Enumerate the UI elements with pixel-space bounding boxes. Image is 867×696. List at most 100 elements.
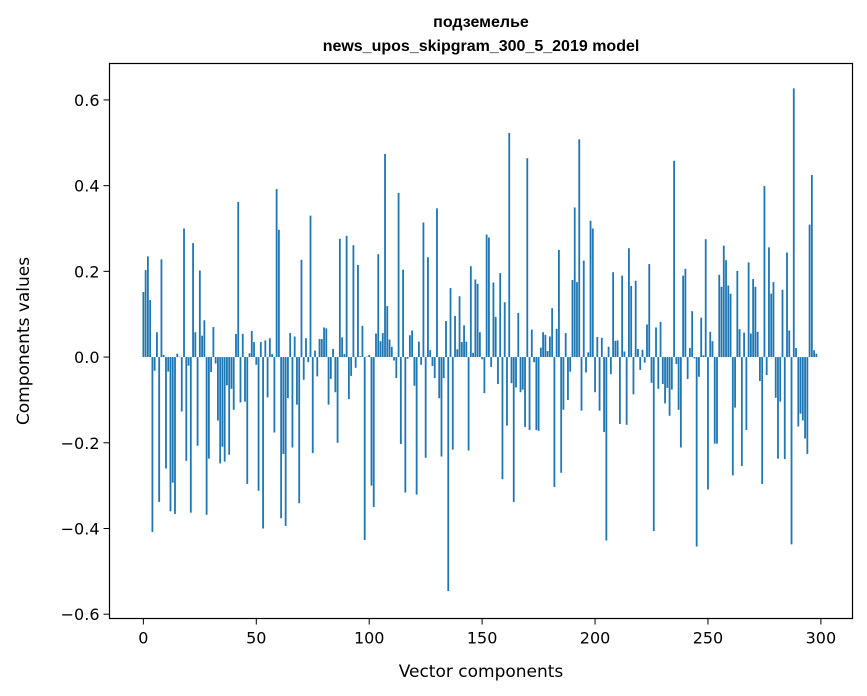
bar-42 [237, 201, 240, 358]
bar-242 [688, 348, 691, 358]
bar-90 [345, 235, 348, 358]
bar-246 [698, 357, 700, 377]
x-axis-label: Vector components [399, 662, 564, 682]
bar-44 [241, 333, 244, 358]
bar-170 [526, 158, 529, 358]
bar-13 [171, 357, 174, 483]
bar-154 [490, 357, 493, 367]
bar-250 [707, 357, 709, 490]
bar-148 [476, 283, 479, 358]
bar-191 [573, 207, 576, 358]
bar-289 [795, 348, 797, 358]
bar-253 [713, 357, 716, 444]
bar-20 [187, 357, 190, 366]
bar-145 [469, 266, 472, 358]
x-axis-ticks: 0 50 100 150 200 250 300 [138, 618, 837, 648]
y-tick-label: 0.6 [74, 91, 99, 110]
bar-244 [693, 357, 696, 359]
bar-137 [451, 357, 454, 450]
bar-243 [691, 311, 694, 358]
bar-33 [217, 357, 219, 421]
bar-168 [521, 357, 524, 390]
bar-131 [438, 357, 441, 399]
bar-122 [417, 341, 420, 358]
bar-14 [174, 357, 176, 514]
bar-236 [675, 357, 678, 364]
bar-282 [779, 357, 782, 402]
bar-85 [334, 357, 337, 393]
bar-111 [393, 357, 395, 361]
bar-285 [786, 252, 788, 358]
bar-129 [433, 357, 436, 379]
bar-160 [503, 302, 506, 358]
bar-71 [302, 357, 305, 380]
bar-240 [684, 268, 687, 358]
bar-28 [205, 357, 208, 515]
bar-142 [463, 325, 465, 358]
bar-265 [740, 357, 743, 466]
bar-158 [499, 273, 502, 358]
bar-100 [368, 354, 371, 358]
bar-118 [408, 335, 411, 358]
bar-89 [343, 354, 346, 358]
bar-147 [474, 279, 477, 358]
bar-245 [695, 357, 698, 547]
bar-93 [352, 245, 355, 358]
bar-156 [494, 316, 497, 358]
bar-32 [214, 357, 217, 364]
bar-230 [661, 357, 664, 385]
bar-269 [749, 333, 752, 358]
bar-133 [442, 357, 445, 379]
bar-228 [657, 357, 660, 389]
bar-223 [646, 324, 648, 358]
bar-125 [424, 357, 427, 458]
bar-108 [386, 306, 389, 358]
bar-187 [564, 333, 567, 358]
bar-119 [411, 330, 414, 358]
bar-37 [226, 357, 228, 386]
bar-6 [156, 332, 158, 358]
bar-252 [711, 341, 714, 358]
bar-192 [576, 282, 578, 358]
bar-229 [659, 321, 662, 358]
bar-98 [363, 357, 366, 541]
bar-209 [614, 340, 617, 358]
bar-256 [720, 286, 723, 358]
bar-288 [792, 88, 795, 358]
bar-120 [413, 357, 416, 386]
bar-25 [198, 270, 201, 358]
bar-91 [347, 357, 350, 400]
bar-36 [223, 357, 226, 462]
bar-215 [628, 248, 630, 358]
bar-296 [810, 174, 813, 358]
bar-273 [759, 357, 761, 382]
bar-260 [729, 293, 732, 358]
bar-18 [183, 228, 185, 358]
bar-58 [273, 357, 276, 433]
bar-183 [555, 328, 558, 358]
bar-264 [738, 329, 741, 358]
bar-181 [551, 308, 554, 358]
bar-219 [637, 348, 639, 358]
bar-190 [571, 279, 574, 358]
bar-268 [747, 262, 750, 358]
bar-214 [625, 357, 628, 425]
bars-group [142, 88, 818, 592]
bar-66 [291, 357, 294, 448]
bar-166 [517, 312, 520, 358]
bar-247 [700, 317, 703, 358]
bar-103 [375, 333, 377, 358]
bar-261 [731, 357, 734, 476]
bar-188 [567, 357, 569, 400]
bar-153 [488, 237, 490, 358]
bar-275 [763, 186, 766, 358]
bar-22 [192, 243, 194, 358]
bar-21 [189, 357, 192, 513]
bar-232 [666, 357, 669, 388]
bar-281 [777, 357, 779, 459]
bar-88 [341, 337, 344, 358]
bar-132 [440, 357, 443, 457]
bar-255 [718, 274, 721, 358]
bar-126 [427, 257, 429, 358]
x-tick-label: 300 [806, 629, 837, 648]
